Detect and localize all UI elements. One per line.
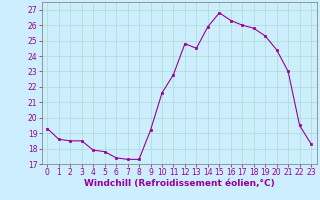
- X-axis label: Windchill (Refroidissement éolien,°C): Windchill (Refroidissement éolien,°C): [84, 179, 275, 188]
